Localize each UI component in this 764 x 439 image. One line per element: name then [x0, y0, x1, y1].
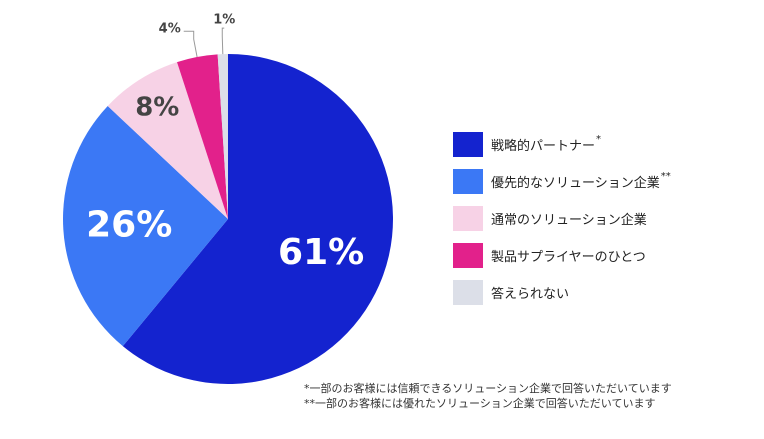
legend-label: 通常のソリューション企業: [491, 213, 647, 228]
legend-item: 優先的なソリューション企業**: [453, 169, 671, 194]
footnote-2: **一部のお客様には優れたソリューション企業で回答いただいています: [304, 397, 656, 410]
slice-value-label: 26%: [86, 205, 172, 246]
pie-slice: [107, 62, 228, 219]
pie-slice: [177, 54, 228, 219]
legend-label: 戦略的パートナー: [491, 139, 596, 154]
legend-label: 答えられない: [491, 287, 570, 302]
legend: 戦略的パートナー* 優先的なソリューション企業** 通常のソリューション企業 製…: [453, 132, 671, 317]
legend-item: 答えられない: [453, 280, 671, 305]
footnote-1: *一部のお客様には信頼できるソリューション企業で回答いただいています: [304, 382, 672, 395]
legend-item: 戦略的パートナー*: [453, 132, 671, 157]
legend-mark: **: [660, 170, 671, 182]
legend-swatch: [453, 169, 483, 194]
pie-slice: [63, 106, 228, 347]
pie-slice: [217, 54, 228, 219]
footnotes: *一部のお客様には信頼できるソリューション企業で回答いただいています **一部の…: [304, 381, 672, 411]
legend-item: 製品サプライヤーのひとつ: [453, 243, 671, 268]
legend-label: 優先的なソリューション企業: [491, 176, 660, 191]
slice-value-label: 4%: [159, 22, 181, 37]
legend-swatch: [453, 132, 483, 157]
pie-slice: [122, 54, 394, 384]
slice-value-label: 1%: [213, 13, 235, 28]
legend-label: 製品サプライヤーのひとつ: [491, 250, 646, 265]
legend-swatch: [453, 280, 483, 305]
slice-value-label: 61%: [278, 232, 364, 273]
legend-mark: *: [596, 133, 602, 145]
leader-line: [221, 27, 225, 55]
slice-value-label: 8%: [135, 93, 179, 123]
leader-line: [183, 30, 198, 58]
legend-item: 通常のソリューション企業: [453, 206, 671, 231]
legend-swatch: [453, 206, 483, 231]
legend-swatch: [453, 243, 483, 268]
